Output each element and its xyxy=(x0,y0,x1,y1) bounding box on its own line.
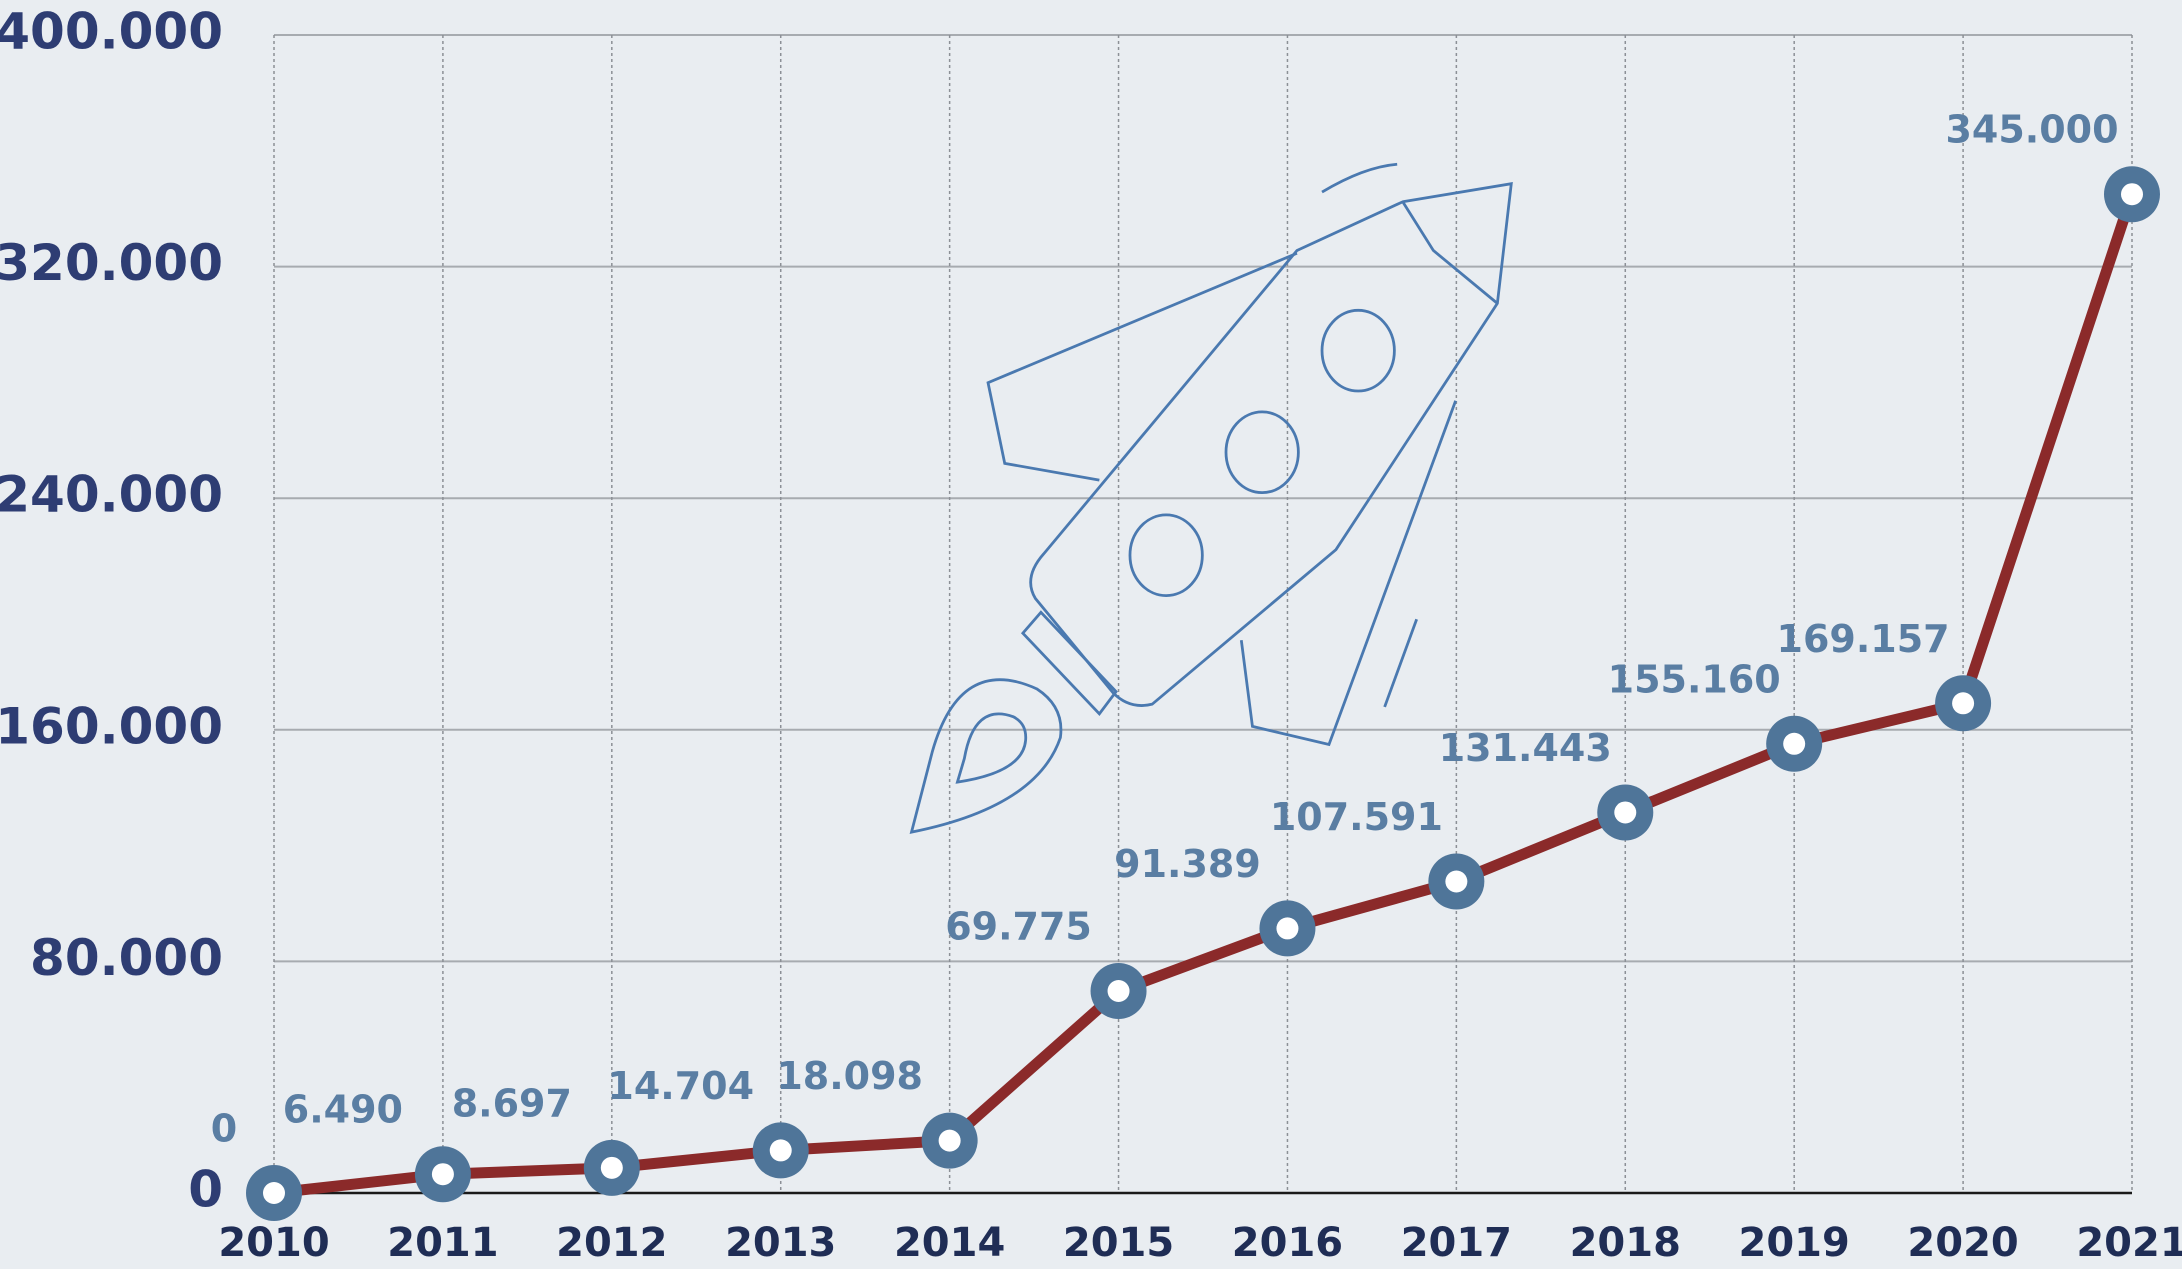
x-tick-label: 2018 xyxy=(1570,1220,1681,1266)
x-tick-label: 2015 xyxy=(1063,1220,1174,1266)
x-tick-label: 2013 xyxy=(725,1220,836,1266)
data-point-center xyxy=(1783,733,1805,755)
x-tick-label: 2016 xyxy=(1232,1220,1343,1266)
value-label: 18.098 xyxy=(776,1054,923,1098)
y-tick-label: 240.000 xyxy=(0,466,223,524)
y-tick-label: 80.000 xyxy=(30,929,223,987)
data-point-center xyxy=(939,1130,961,1152)
data-point-center xyxy=(1445,871,1467,893)
value-label: 0 xyxy=(211,1107,237,1151)
x-tick-label: 2012 xyxy=(556,1220,667,1266)
value-label: 8.697 xyxy=(452,1081,572,1125)
value-label: 69.775 xyxy=(945,905,1092,949)
value-label: 107.591 xyxy=(1270,795,1443,839)
data-point-center xyxy=(1614,801,1636,823)
value-label: 91.389 xyxy=(1114,842,1261,886)
x-tick-label: 2019 xyxy=(1739,1220,1850,1266)
x-tick-label: 2011 xyxy=(387,1220,498,1266)
x-tick-label: 2020 xyxy=(1907,1220,2018,1266)
x-tick-label: 2021 xyxy=(2076,1220,2182,1266)
y-tick-label: 320.000 xyxy=(0,234,223,292)
y-tick-label: 160.000 xyxy=(0,697,223,755)
value-label: 345.000 xyxy=(1945,108,2118,152)
value-label: 131.443 xyxy=(1439,726,1612,770)
data-point-center xyxy=(601,1157,623,1179)
x-tick-label: 2017 xyxy=(1401,1220,1512,1266)
data-point-center xyxy=(1108,980,1130,1002)
data-point-center xyxy=(770,1139,792,1161)
data-point-center xyxy=(2121,183,2143,205)
data-point-center xyxy=(263,1182,285,1204)
x-tick-label: 2010 xyxy=(218,1220,329,1266)
y-tick-label: 0 xyxy=(188,1161,223,1219)
chart: 0 80.000 160.000 240.000 320.000 400.000 2010 2… xyxy=(0,0,2182,1269)
value-label: 169.157 xyxy=(1777,617,1950,661)
value-label: 155.160 xyxy=(1608,657,1781,701)
value-label: 6.490 xyxy=(283,1088,403,1132)
data-point-center xyxy=(432,1163,454,1185)
y-tick-label: 400.000 xyxy=(0,3,223,61)
page: {"chart_data": {"type": "line", "categor… xyxy=(0,0,2182,1269)
data-point-center xyxy=(1952,692,1974,714)
value-label: 14.704 xyxy=(607,1064,754,1108)
data-point-center xyxy=(1276,917,1298,939)
x-tick-label: 2014 xyxy=(894,1220,1005,1266)
